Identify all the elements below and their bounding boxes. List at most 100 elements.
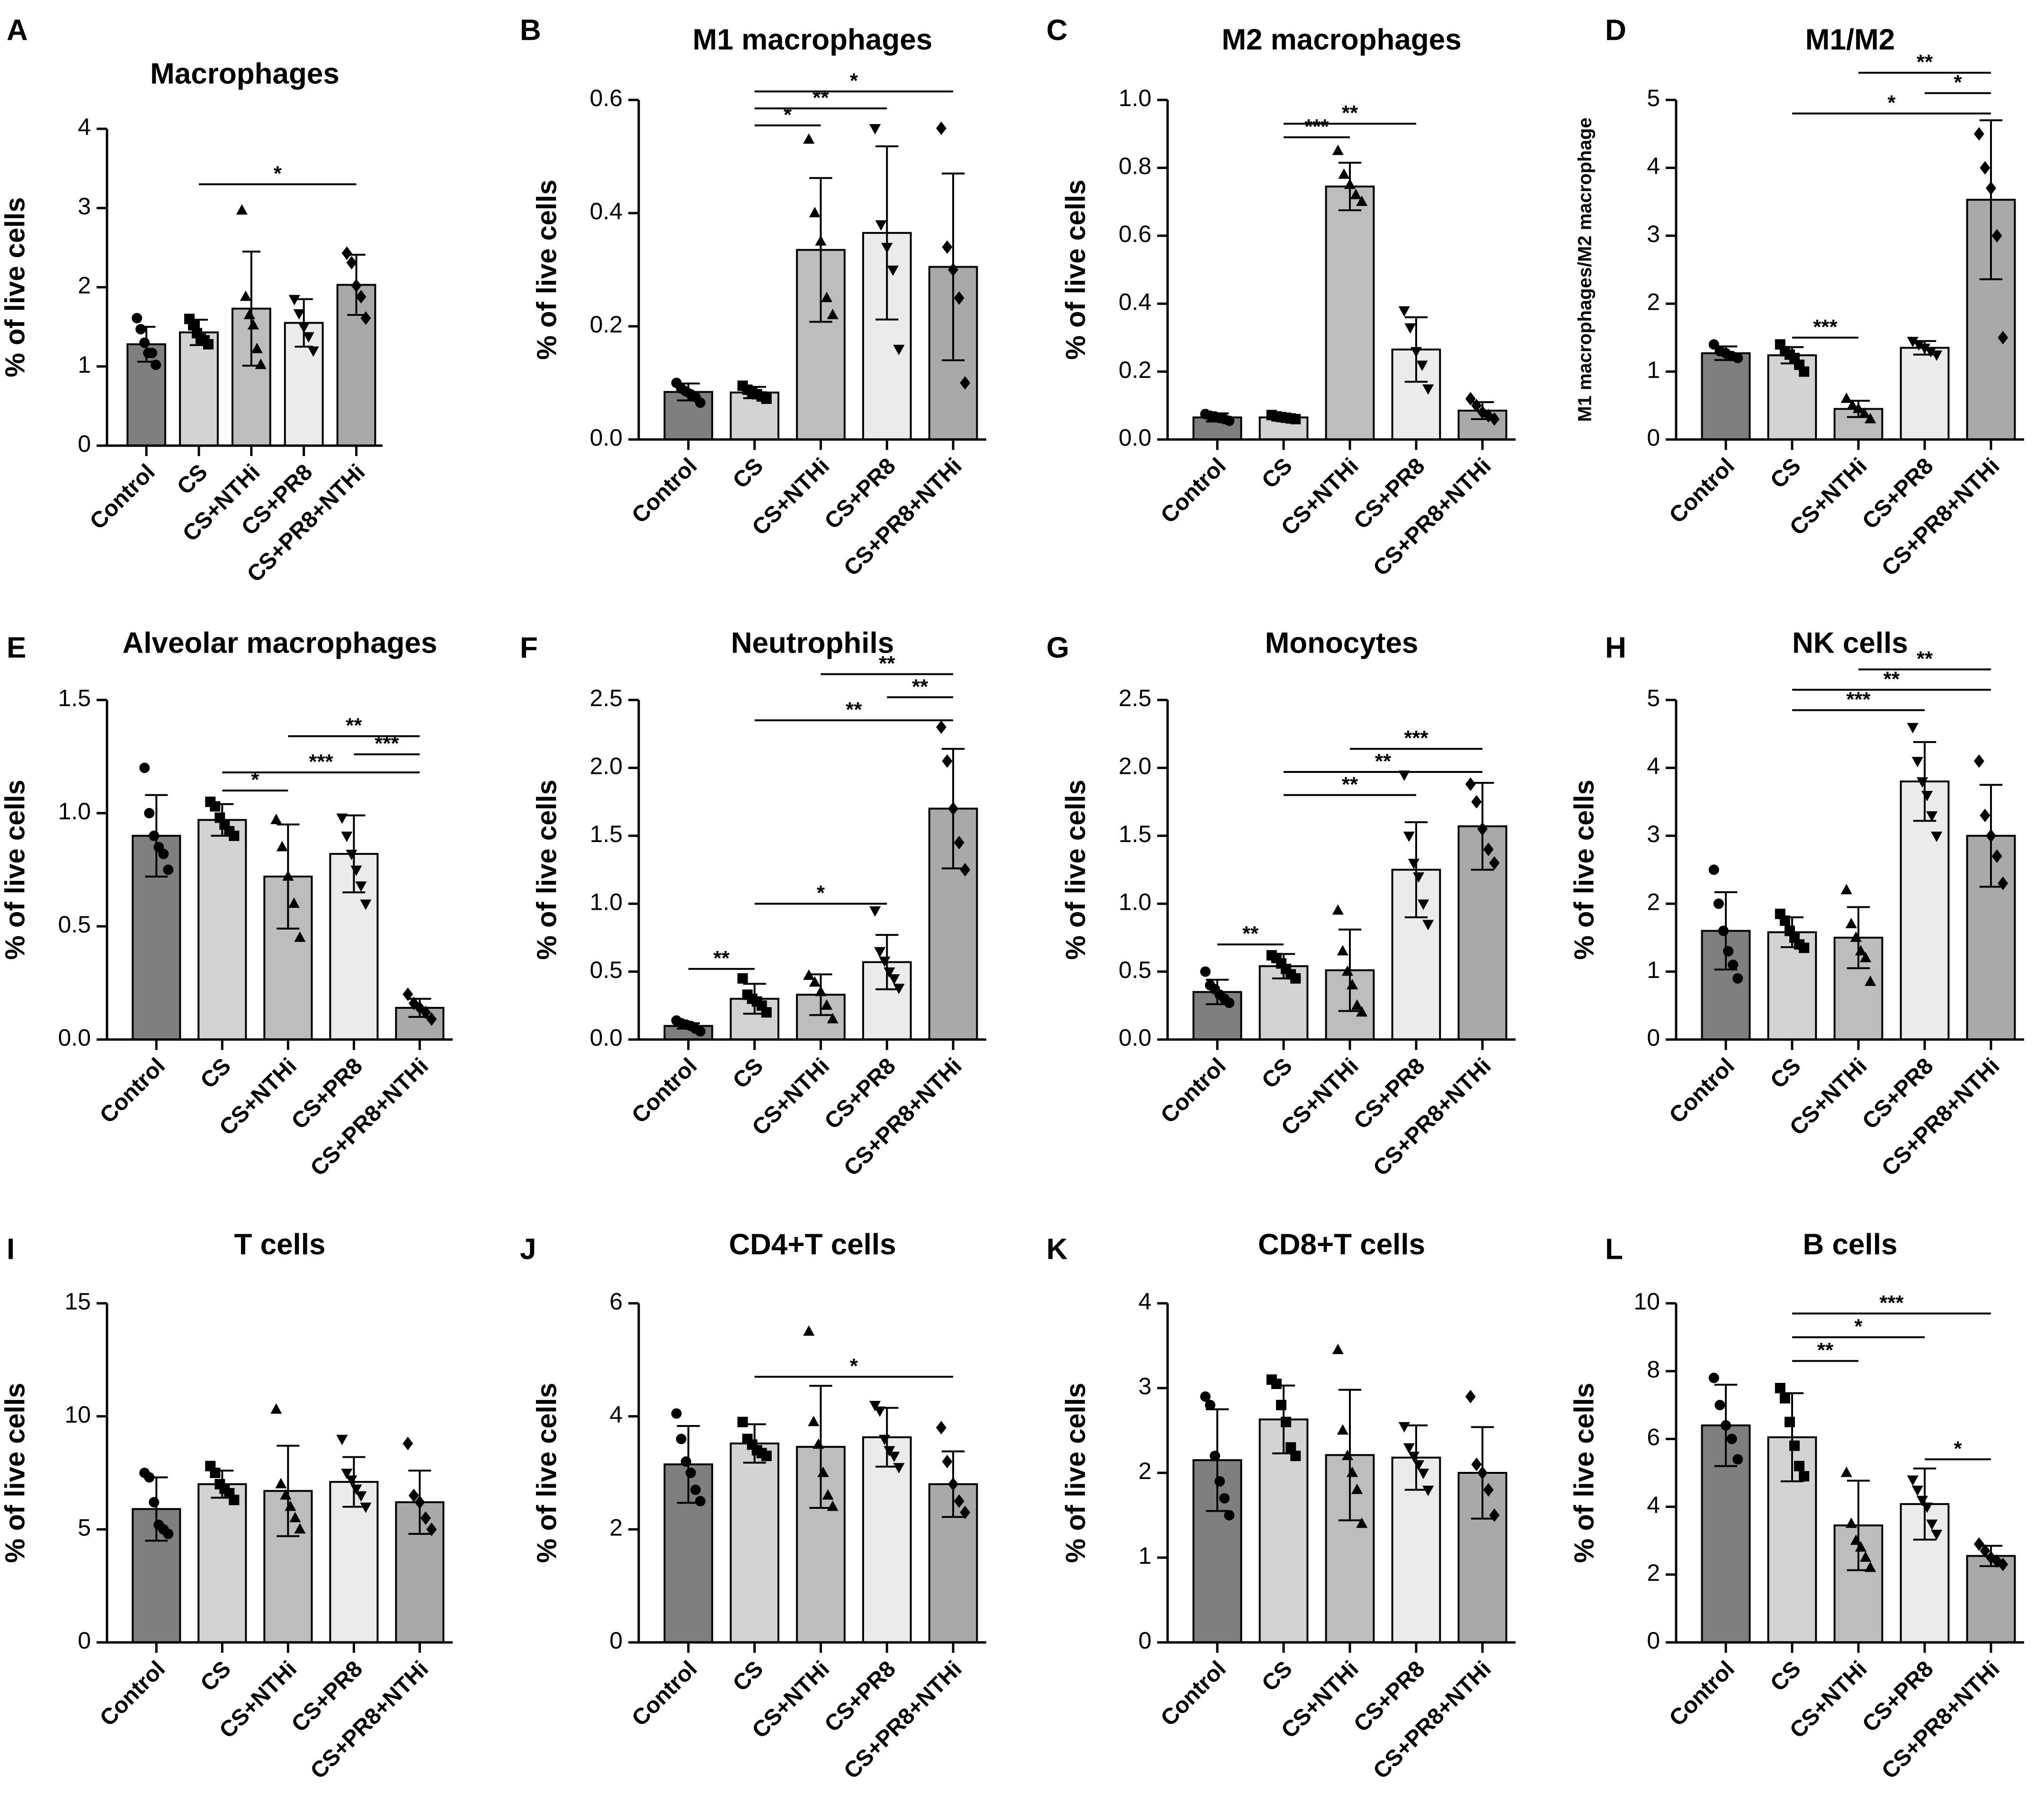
data-point	[1209, 1451, 1220, 1461]
y-tick-label: 5	[1647, 85, 1660, 111]
data-point	[1332, 1344, 1344, 1354]
data-point	[240, 290, 251, 301]
data-point	[809, 976, 821, 987]
panel-i: I T cells % of live cells 0 5 10 15 Control CS CS…	[0, 1228, 453, 1784]
y-axis-label: % of live cells	[531, 179, 562, 359]
data-point	[893, 984, 905, 995]
data-point	[803, 1325, 815, 1336]
panel-letter: D	[1605, 14, 1626, 46]
data-point	[1852, 403, 1865, 413]
significance-label: **	[346, 714, 362, 737]
data-point	[1290, 413, 1301, 424]
data-point	[346, 256, 357, 269]
y-tick-label: 0.0	[589, 424, 623, 451]
significance-label: **	[1817, 1339, 1834, 1362]
y-tick-label: 3	[1647, 821, 1660, 847]
data-point	[149, 830, 160, 841]
y-tick-label: 1.5	[58, 685, 91, 711]
data-point	[1483, 843, 1494, 856]
data-point	[360, 1502, 372, 1513]
data-point	[1224, 997, 1235, 1008]
x-tick-label: CS+PR8+NTHi	[1877, 453, 2004, 581]
y-axis-label: % of live cells	[1569, 780, 1599, 959]
panel-l: L B cells % of live cells 0 2 4 6 8 10 Control CS C…	[1569, 1228, 2024, 1784]
data-point	[350, 865, 362, 876]
data-point	[1723, 946, 1734, 957]
y-axis-label: % of live cells	[0, 1383, 30, 1563]
data-point	[817, 1466, 829, 1477]
x-tick-label: CS	[196, 1053, 236, 1094]
data-point	[761, 1451, 772, 1461]
data-point	[1422, 920, 1434, 931]
data-point	[1404, 323, 1416, 334]
panel-k: K CD8+T cells % of live cells 0 1 2 3 4 Control C…	[1046, 1228, 1516, 1784]
y-tick-label: 2	[1647, 888, 1660, 915]
panel-letter: A	[7, 14, 28, 46]
data-point	[1726, 1434, 1737, 1444]
y-tick-label: 3	[1138, 1373, 1151, 1399]
data-point	[1471, 399, 1482, 412]
data-point	[954, 1494, 964, 1508]
data-point	[676, 1434, 687, 1444]
data-point	[948, 263, 959, 277]
y-tick-label: 2	[609, 1515, 623, 1541]
panel-letter: L	[1605, 1233, 1623, 1265]
x-tick-label: Control	[627, 453, 702, 528]
significance-label: **	[879, 652, 895, 675]
bar-cs-pr8	[329, 1481, 379, 1643]
data-point	[270, 814, 282, 825]
data-point	[1779, 1393, 1790, 1404]
data-point	[1344, 179, 1356, 189]
data-point	[879, 1434, 891, 1445]
data-point	[1356, 195, 1368, 206]
data-point	[1921, 790, 1933, 801]
data-point	[1281, 1416, 1292, 1427]
data-point	[1477, 1466, 1488, 1480]
data-point	[1926, 1519, 1938, 1530]
data-point	[815, 986, 827, 996]
data-point	[1356, 1006, 1368, 1017]
data-point	[1973, 1537, 1984, 1551]
data-point	[942, 1454, 953, 1469]
data-point	[1332, 144, 1344, 155]
bar-cs	[197, 819, 247, 1040]
data-point	[887, 265, 899, 276]
y-tick-label: 0	[1647, 1627, 1660, 1654]
data-point	[1410, 347, 1422, 358]
x-tick-label: CS	[1766, 1656, 1806, 1696]
data-point	[132, 313, 143, 323]
data-point	[1850, 931, 1862, 942]
significance-label: ***	[1846, 688, 1871, 711]
data-point	[1732, 352, 1743, 363]
data-point	[360, 899, 372, 910]
data-point	[1919, 343, 1931, 354]
x-tick-label: CS	[728, 453, 768, 493]
y-tick-label: 1.5	[1118, 821, 1151, 847]
data-point	[1422, 384, 1434, 395]
data-point	[1471, 1457, 1482, 1471]
y-axis-label: M1 macrophages/M2 macrophage	[1575, 117, 1596, 421]
data-point	[1732, 973, 1743, 984]
y-tick-label: 4	[1647, 1492, 1660, 1518]
data-point	[893, 1463, 905, 1474]
data-point	[874, 947, 886, 958]
data-point	[294, 1523, 306, 1534]
data-point	[1986, 181, 1996, 195]
x-tick-label: CS+PR8+NTHi	[306, 1053, 433, 1181]
data-point	[1779, 915, 1790, 926]
data-point	[1200, 966, 1211, 977]
y-tick-label: 1.0	[1118, 85, 1151, 111]
significance-label: *	[817, 881, 825, 905]
y-tick-label: 0.0	[589, 1024, 623, 1051]
data-point	[293, 309, 305, 320]
data-point	[884, 967, 895, 978]
panel-letter: B	[520, 14, 541, 46]
data-point	[942, 240, 953, 254]
data-point	[1356, 1517, 1368, 1528]
x-tick-label: CS	[728, 1656, 768, 1696]
data-point	[1931, 350, 1943, 361]
data-point	[1794, 1461, 1805, 1471]
data-point	[288, 295, 300, 305]
data-point	[869, 124, 881, 134]
